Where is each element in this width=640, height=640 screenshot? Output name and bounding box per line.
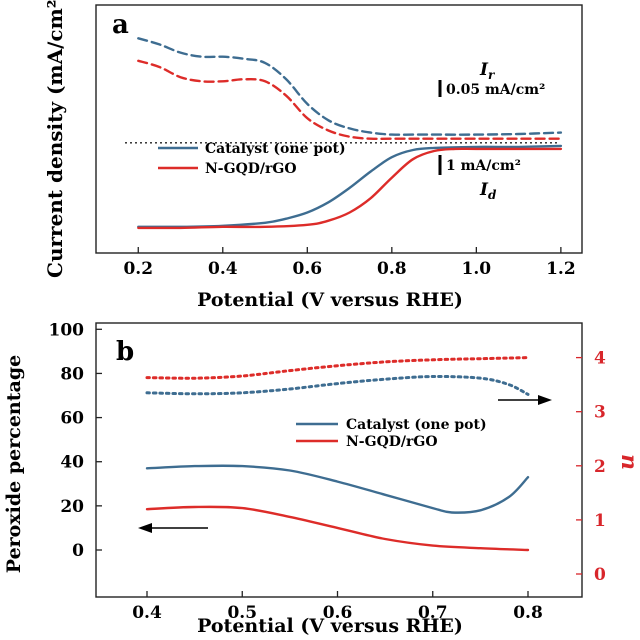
panel-b-legend-label-ngqd: N-GQD/rGO (346, 434, 438, 450)
panel-a-legend-label-catalyst: Catalyst (one pot) (205, 141, 346, 157)
panel-b-letter: b (116, 337, 134, 367)
panel-b-y-axis-title: Peroxide percentage (3, 355, 25, 573)
panel-b-x-tick-label: 0.8 (513, 603, 543, 623)
panel-b-y-ticks: 0 20 40 60 80 100 (49, 320, 102, 561)
panel-a-curve-ring-catalyst (137, 37, 563, 136)
panel-a-x-tick-label: 0.2 (123, 259, 153, 279)
panel-a-x-tick-label: 1.2 (546, 259, 576, 279)
disk-current-annotation: 1 mA/cm² Id (438, 155, 521, 202)
left-axis-arrow (138, 523, 208, 533)
disk-scale-label: 1 mA/cm² (446, 158, 521, 174)
panel-b-curve-n-catalyst (145, 374, 530, 396)
panel-a-curve-disk-catalyst (137, 144, 563, 229)
panel-a-series (137, 37, 563, 230)
panel-b-y2-axis-title: n (616, 454, 640, 470)
panel-b-x-tick-label: 0.7 (418, 603, 448, 623)
panel-b-y2-tick-label: 4 (594, 349, 606, 369)
panel-a-letter: a (112, 10, 129, 40)
disk-current-symbol: Id (479, 180, 497, 202)
panel-a-legend-label-ngqd: N-GQD/rGO (205, 161, 297, 177)
panel-b-y-tick-label: 100 (49, 320, 85, 340)
panel-b-x-tick-label: 0.4 (132, 603, 162, 623)
panel-b-y2-tick-label: 0 (594, 565, 606, 585)
panel-b: b Peroxide percentage n 0 20 40 60 80 100 0 1 2… (3, 320, 640, 637)
panel-b-y-tick-label: 80 (60, 364, 84, 384)
panel-a-plot-frame (95, 4, 583, 254)
panel-a-curve-ring-ngqd (137, 59, 563, 141)
panel-a-x-tick-label: 0.4 (208, 259, 238, 279)
ring-current-symbol: Ir (479, 60, 496, 82)
panel-a-x-axis-title: Potential (V versus RHE) (197, 289, 463, 311)
panel-a-legend: Catalyst (one pot) N-GQD/rGO (158, 141, 346, 177)
panel-a-x-tick-label: 0.6 (293, 259, 323, 279)
ring-scale-label: 0.05 mA/cm² (446, 82, 545, 98)
panel-b-x-tick-label: 0.5 (227, 603, 257, 623)
panel-a: a Current density (mA/cm²) 0.2 0.4 0.6 0.8 1… (43, 0, 583, 311)
right-axis-arrow-head (538, 395, 552, 405)
panel-b-y2-tick-label: 3 (594, 403, 606, 423)
panel-b-curve-peroxide-catalyst (145, 464, 530, 514)
panel-b-y2-ticks: 0 1 2 3 4 (576, 349, 606, 585)
ring-current-annotation: Ir 0.05 mA/cm² (438, 60, 545, 98)
panel-b-y-tick-label: 0 (72, 541, 84, 561)
right-axis-arrow (498, 395, 552, 405)
panel-b-x-axis-title: Potential (V versus RHE) (197, 615, 463, 637)
panel-b-y-tick-label: 20 (60, 497, 84, 517)
panel-a-x-ticks: 0.2 0.4 0.6 0.8 1.0 1.2 (123, 247, 576, 279)
panel-a-x-tick-label: 0.8 (377, 259, 407, 279)
panel-a-curve-disk-ngqd (137, 147, 563, 230)
panel-b-curve-peroxide-ngqd (145, 505, 530, 552)
panel-b-plot-frame (95, 322, 583, 598)
panel-b-x-ticks: 0.4 0.5 0.6 0.7 0.8 (132, 591, 543, 623)
panel-b-y2-tick-label: 1 (594, 511, 606, 531)
panel-b-curve-n-ngqd (145, 356, 530, 380)
panel-b-y2-tick-label: 2 (594, 457, 606, 477)
panel-b-y-tick-label: 60 (60, 409, 84, 429)
left-axis-arrow-head (138, 523, 152, 533)
panel-b-legend: Catalyst (one pot) N-GQD/rGO (296, 417, 487, 450)
panel-a-y-axis-title: Current density (mA/cm²) (43, 0, 67, 278)
panel-a-x-tick-label: 1.0 (462, 259, 492, 279)
panel-b-legend-label-catalyst: Catalyst (one pot) (346, 417, 487, 433)
panel-b-y-tick-label: 40 (60, 453, 84, 473)
panel-b-x-tick-label: 0.6 (323, 603, 353, 623)
panel-b-series (145, 356, 530, 552)
